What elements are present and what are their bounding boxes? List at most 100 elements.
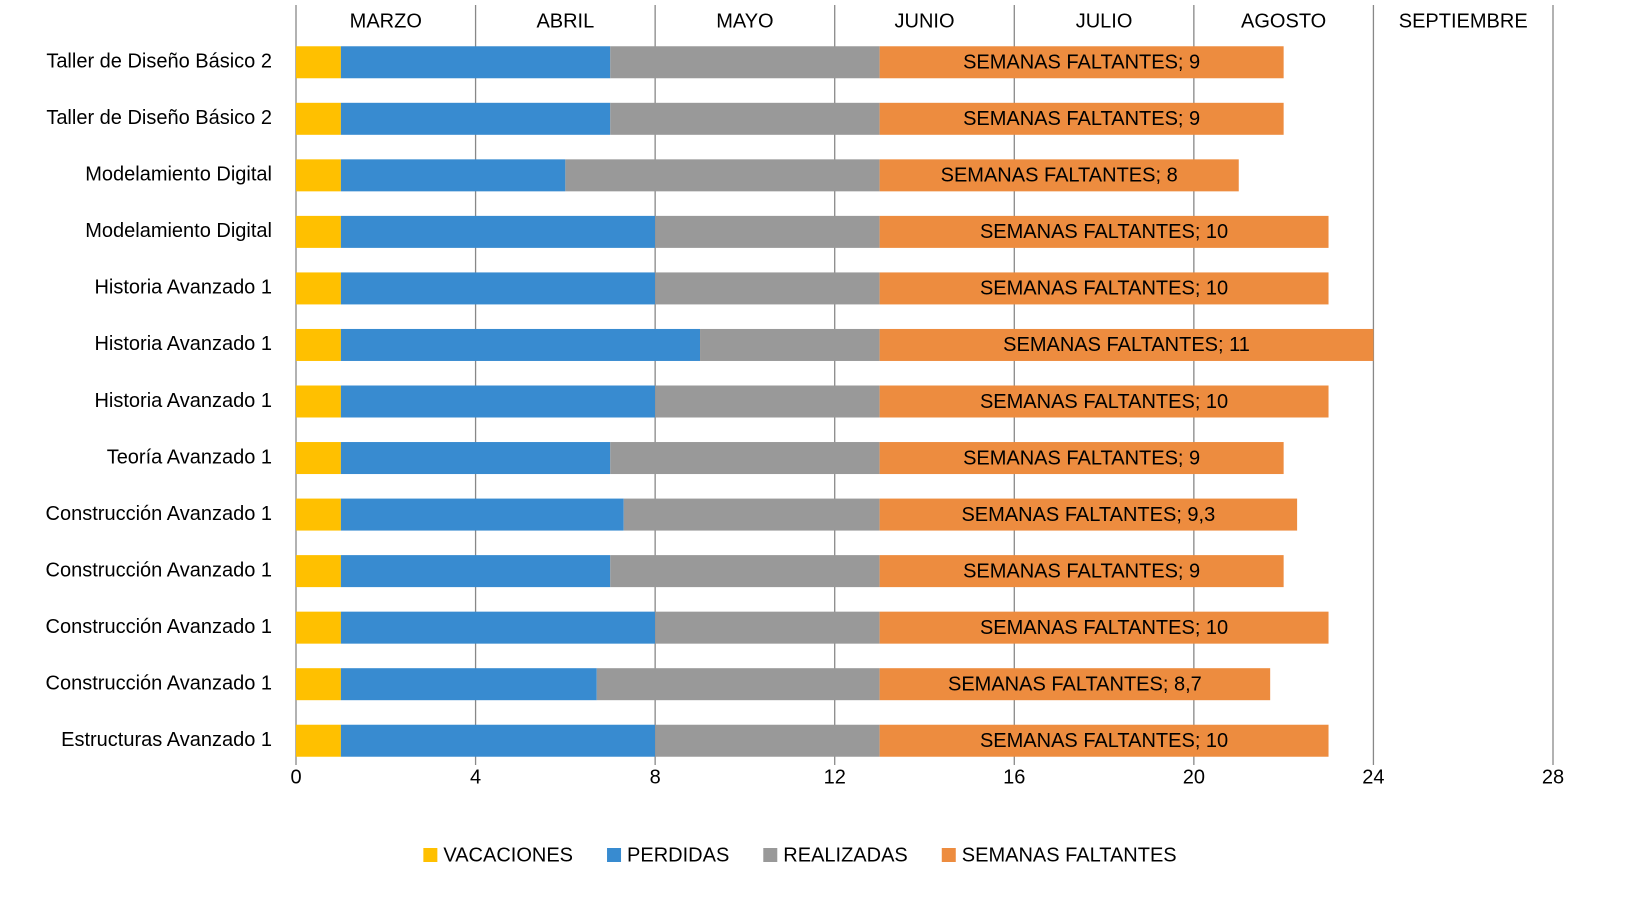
y-tick-label: Taller de Diseño Básico 2 [46, 107, 272, 129]
x-tick-label: 24 [1362, 766, 1384, 788]
bar-segment [879, 555, 1284, 588]
bar-segment [565, 159, 880, 192]
bar-segment [340, 498, 624, 531]
bar-segment [879, 385, 1329, 418]
month-label: SEPTIEMBRE [1399, 10, 1528, 32]
bar-segment [700, 328, 880, 361]
bar-segment [340, 611, 656, 644]
bar-segment [296, 498, 341, 531]
legend-swatch [763, 848, 778, 862]
bar-segment [340, 668, 597, 701]
y-tick-label: Construcción Avanzado 1 [46, 616, 272, 638]
bar-segment [340, 442, 611, 475]
bar-segment [296, 159, 341, 192]
y-tick-label: Teoría Avanzado 1 [107, 446, 272, 468]
bar-segment [340, 385, 656, 418]
y-tick-label: Modelamiento Digital [85, 220, 272, 242]
bar-segment [296, 555, 341, 588]
bar-segment [879, 498, 1298, 531]
bar-segment [340, 272, 656, 305]
bar-segment [296, 46, 341, 79]
bar-segment [623, 498, 880, 531]
y-tick-label: Construcción Avanzado 1 [46, 559, 272, 581]
legend-label: PERDIDAS [627, 844, 729, 866]
bar-segment [655, 272, 880, 305]
bar-segment [296, 272, 341, 305]
y-tick-label: Estructuras Avanzado 1 [61, 729, 272, 751]
x-tick-label: 12 [824, 766, 846, 788]
data-label: SEMANAS FALTANTES; 10 [980, 617, 1228, 639]
month-label: MARZO [350, 10, 422, 32]
legend-label: SEMANAS FALTANTES [962, 844, 1177, 866]
x-tick-label: 20 [1183, 766, 1205, 788]
legend-label: REALIZADAS [783, 844, 907, 866]
bar-segment [610, 102, 880, 135]
month-label: JULIO [1076, 10, 1133, 32]
bar-segment [610, 442, 880, 475]
legend-label: VACACIONES [443, 844, 573, 866]
x-tick-label: 16 [1003, 766, 1025, 788]
y-tick-label: Modelamiento Digital [85, 164, 272, 186]
legend-swatch [607, 848, 622, 862]
y-tick-label: Taller de Diseño Básico 2 [46, 51, 272, 73]
bar-segment [340, 102, 611, 135]
x-tick-label: 0 [290, 766, 301, 788]
data-label: SEMANAS FALTANTES; 9 [963, 52, 1200, 74]
bar-segment [879, 668, 1271, 701]
legend-swatch [941, 848, 956, 862]
data-label: SEMANAS FALTANTES; 10 [980, 221, 1228, 243]
bar-segment [596, 668, 880, 701]
bar-segment [655, 215, 880, 248]
bar-segment [340, 159, 566, 192]
x-tick-label: 8 [650, 766, 661, 788]
month-label: AGOSTO [1241, 10, 1326, 32]
data-label: SEMANAS FALTANTES; 9 [963, 560, 1200, 582]
data-label: SEMANAS FALTANTES; 10 [980, 278, 1228, 300]
bar-segment [296, 668, 341, 701]
bar-segment [296, 102, 341, 135]
y-tick-label: Historia Avanzado 1 [94, 277, 272, 299]
bar-segment [340, 46, 611, 79]
bar-segment [340, 215, 656, 248]
month-label: MAYO [716, 10, 773, 32]
bar-segment [879, 328, 1374, 361]
y-tick-label: Construcción Avanzado 1 [46, 503, 272, 525]
bar-segment [655, 724, 880, 757]
bar-segment [879, 442, 1284, 475]
data-label: SEMANAS FALTANTES; 10 [980, 391, 1228, 413]
data-label: SEMANAS FALTANTES; 9,3 [961, 504, 1215, 526]
bar-segment [610, 46, 880, 79]
bar-segment [655, 385, 880, 418]
bar-segment [340, 555, 611, 588]
data-label: SEMANAS FALTANTES; 9 [963, 108, 1200, 130]
y-tick-label: Construcción Avanzado 1 [46, 672, 272, 694]
data-label: SEMANAS FALTANTES; 8,7 [948, 673, 1202, 695]
data-label: SEMANAS FALTANTES; 8 [941, 165, 1178, 187]
y-tick-label: Historia Avanzado 1 [94, 333, 272, 355]
legend-swatch [423, 848, 438, 862]
bar-segment [879, 724, 1329, 757]
bar-segment [296, 724, 341, 757]
bar-segment [340, 724, 656, 757]
bar-segment [610, 555, 880, 588]
x-tick-label: 28 [1542, 766, 1564, 788]
bar-segment [296, 611, 341, 644]
y-tick-label: Historia Avanzado 1 [94, 390, 272, 412]
x-tick-label: 4 [470, 766, 481, 788]
bar-segment [879, 102, 1284, 135]
data-label: SEMANAS FALTANTES; 11 [1003, 334, 1250, 356]
bar-segment [655, 611, 880, 644]
month-label: JUNIO [895, 10, 955, 32]
month-label: ABRIL [536, 10, 594, 32]
bar-segment [879, 611, 1329, 644]
bar-segment [296, 328, 341, 361]
bar-segment [296, 442, 341, 475]
bar-segment [879, 159, 1239, 192]
bar-segment [296, 215, 341, 248]
data-label: SEMANAS FALTANTES; 9 [963, 447, 1200, 469]
bar-segment [879, 272, 1329, 305]
data-label: SEMANAS FALTANTES; 10 [980, 730, 1228, 752]
bar-segment [340, 328, 701, 361]
bar-segment [296, 385, 341, 418]
